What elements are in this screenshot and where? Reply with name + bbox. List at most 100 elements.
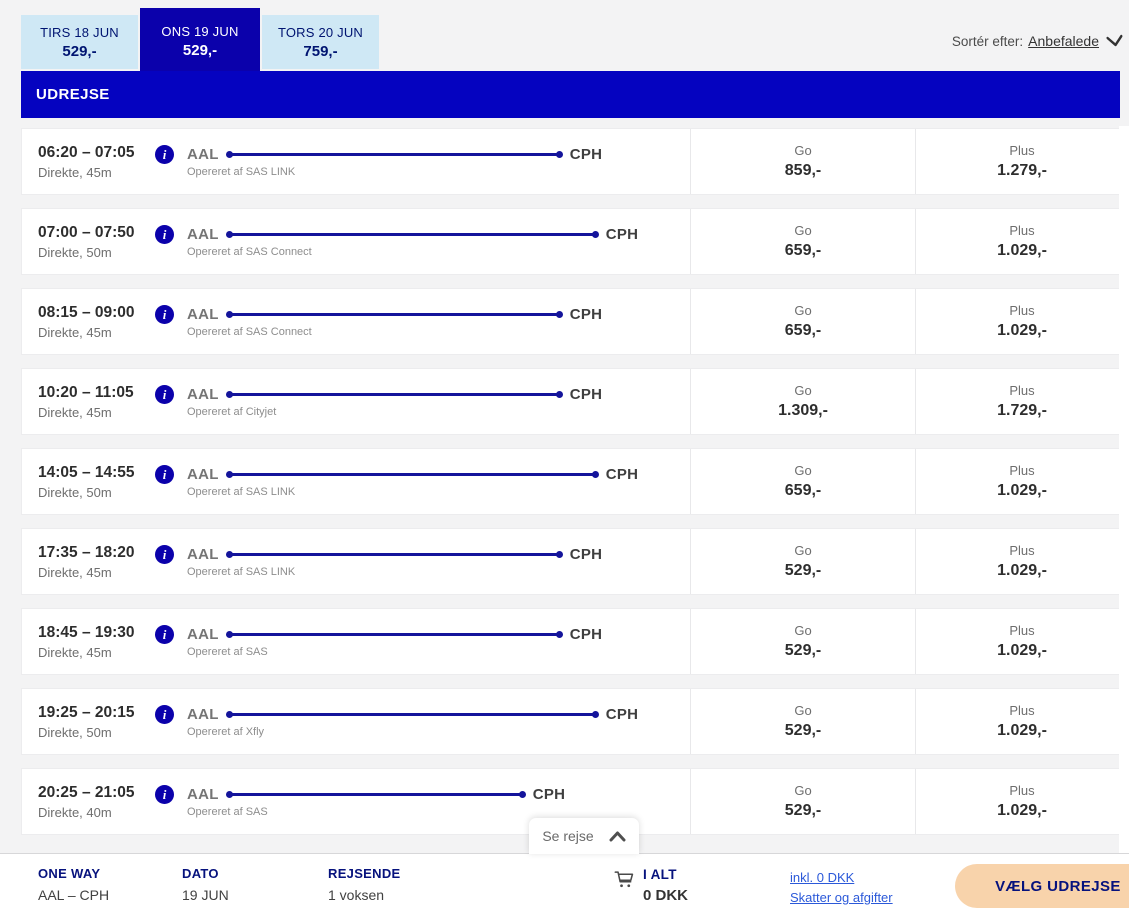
- fare-go-label: Go: [794, 703, 812, 718]
- choose-outbound-button[interactable]: VÆLG UDREJSE: [955, 864, 1129, 908]
- route-block: AAL CPH Opereret af SAS Connect: [187, 226, 638, 258]
- info-icon[interactable]: i: [155, 465, 174, 484]
- taxes-fees-link[interactable]: Skatter og afgifter: [790, 890, 893, 906]
- flight-info-cell: 10:20 – 11:05 Direkte, 45m i AAL CPH Ope…: [22, 369, 690, 434]
- fare-go-price: 529,-: [784, 642, 822, 659]
- flight-info-cell: 17:35 – 18:20 Direkte, 45m i AAL CPH Ope…: [22, 529, 690, 594]
- flight-times-block: 19:25 – 20:15 Direkte, 50m: [38, 704, 155, 740]
- flight-info-cell: 20:25 – 21:05 Direkte, 40m i AAL CPH Ope…: [22, 769, 690, 834]
- fare-plus-cell[interactable]: Plus 1.029,-: [915, 769, 1128, 834]
- date-tab[interactable]: TIRS 18 JUN 529,-: [21, 15, 138, 69]
- flight-times-block: 20:25 – 21:05 Direkte, 40m: [38, 784, 155, 820]
- fare-plus-label: Plus: [1009, 383, 1035, 398]
- operated-by-label: Opereret af SAS LINK: [187, 165, 296, 178]
- tab-date-label: TORS 20 JUN: [277, 24, 364, 40]
- route-line-row: AAL CPH: [187, 226, 638, 243]
- date-tabs: TIRS 18 JUN 529,- ONS 19 JUN 529,- TORS …: [21, 8, 381, 74]
- info-icon[interactable]: i: [155, 785, 174, 804]
- fare-plus-cell[interactable]: Plus 1.029,-: [915, 209, 1128, 274]
- sort-label: Sortér efter:: [951, 33, 1024, 49]
- operated-by-label: Opereret af SAS: [187, 805, 268, 818]
- destination-code: CPH: [532, 785, 566, 803]
- route-track: [225, 230, 599, 238]
- fare-plus-cell[interactable]: Plus 1.029,-: [915, 449, 1128, 514]
- fare-go-cell[interactable]: Go 859,-: [690, 129, 915, 194]
- fare-go-label: Go: [794, 303, 812, 318]
- fare-plus-cell[interactable]: Plus 1.029,-: [915, 689, 1128, 754]
- fare-plus-label: Plus: [1009, 623, 1035, 638]
- fare-go-label: Go: [794, 223, 812, 238]
- chevron-up-icon: [609, 831, 626, 841]
- fare-go-cell[interactable]: Go 1.309,-: [690, 369, 915, 434]
- fare-plus-label: Plus: [1009, 783, 1035, 798]
- sort-control[interactable]: Sortér efter: Anbefalede: [952, 33, 1123, 49]
- tab-date-label: ONS 19 JUN: [161, 23, 239, 39]
- fare-go-cell[interactable]: Go 659,-: [690, 449, 915, 514]
- flight-row: 19:25 – 20:15 Direkte, 50m i AAL CPH Ope…: [21, 688, 1129, 755]
- destination-code: CPH: [569, 385, 603, 403]
- tab-price-label: 529,-: [62, 42, 97, 60]
- flight-info-cell: 14:05 – 14:55 Direkte, 50m i AAL CPH Ope…: [22, 449, 690, 514]
- flight-list: 06:20 – 07:05 Direkte, 45m i AAL CPH Ope…: [21, 128, 1129, 848]
- info-icon[interactable]: i: [155, 385, 174, 404]
- scrollbar-gutter: [1119, 126, 1129, 853]
- fare-plus-price: 1.029,-: [997, 482, 1047, 499]
- tab-date-label: TIRS 18 JUN: [40, 24, 119, 40]
- info-icon[interactable]: i: [155, 705, 174, 724]
- origin-code: AAL: [187, 385, 219, 403]
- fare-plus-cell[interactable]: Plus 1.279,-: [915, 129, 1128, 194]
- fare-plus-label: Plus: [1009, 703, 1035, 718]
- flight-duration: Direkte, 45m: [38, 404, 112, 420]
- taxes-links: inkl. 0 DKK Skatter og afgifter: [790, 868, 893, 908]
- total-text-block: I ALT 0 DKK: [643, 867, 688, 904]
- fare-go-cell[interactable]: Go 529,-: [690, 609, 915, 674]
- fare-plus-price: 1.279,-: [997, 162, 1047, 179]
- route-line-row: AAL CPH: [187, 706, 638, 723]
- flight-row: 18:45 – 19:30 Direkte, 45m i AAL CPH Ope…: [21, 608, 1129, 675]
- total-label: I ALT: [643, 867, 677, 882]
- fare-go-price: 859,-: [784, 162, 822, 179]
- operated-by-label: Opereret af SAS: [187, 645, 268, 658]
- info-icon[interactable]: i: [155, 145, 174, 164]
- origin-code: AAL: [187, 145, 219, 163]
- info-icon[interactable]: i: [155, 225, 174, 244]
- incl-dkk-link[interactable]: inkl. 0 DKK: [790, 870, 855, 885]
- fare-go-label: Go: [794, 623, 812, 638]
- flight-times-block: 07:00 – 07:50 Direkte, 50m: [38, 224, 155, 260]
- info-icon[interactable]: i: [155, 625, 174, 644]
- fare-plus-label: Plus: [1009, 143, 1035, 158]
- flight-duration: Direkte, 50m: [38, 724, 112, 740]
- date-tab[interactable]: TORS 20 JUN 759,-: [262, 15, 379, 69]
- fare-plus-price: 1.729,-: [997, 402, 1047, 419]
- flight-time-range: 18:45 – 19:30: [38, 623, 135, 641]
- fare-plus-cell[interactable]: Plus 1.029,-: [915, 529, 1128, 594]
- operated-by-label: Opereret af SAS Connect: [187, 245, 312, 258]
- fare-go-cell[interactable]: Go 529,-: [690, 689, 915, 754]
- fare-go-cell[interactable]: Go 529,-: [690, 529, 915, 594]
- flight-times-block: 18:45 – 19:30 Direkte, 45m: [38, 624, 155, 660]
- info-icon[interactable]: i: [155, 305, 174, 324]
- travelers-value: 1 voksen: [328, 887, 385, 903]
- trip-type-summary: ONE WAY AAL – CPH: [38, 866, 109, 903]
- chevron-down-icon: [1106, 34, 1123, 47]
- destination-code: CPH: [569, 145, 603, 163]
- fare-go-cell[interactable]: Go 529,-: [690, 769, 915, 834]
- route-block: AAL CPH Opereret af SAS Connect: [187, 306, 602, 338]
- route-line-row: AAL CPH: [187, 306, 602, 323]
- date-tab[interactable]: ONS 19 JUN 529,-: [140, 8, 260, 74]
- flight-duration: Direkte, 45m: [38, 644, 112, 660]
- route-track: [225, 790, 526, 798]
- route-line-row: AAL CPH: [187, 626, 602, 643]
- fare-go-cell[interactable]: Go 659,-: [690, 289, 915, 354]
- info-icon[interactable]: i: [155, 545, 174, 564]
- fare-go-cell[interactable]: Go 659,-: [690, 209, 915, 274]
- fare-plus-cell[interactable]: Plus 1.029,-: [915, 609, 1128, 674]
- operated-by-label: Opereret af Xfly: [187, 725, 265, 738]
- section-title-udrejse: UDREJSE: [21, 71, 1120, 118]
- route-block: AAL CPH Opereret af Cityjet: [187, 386, 602, 418]
- fare-plus-cell[interactable]: Plus 1.729,-: [915, 369, 1128, 434]
- fare-plus-cell[interactable]: Plus 1.029,-: [915, 289, 1128, 354]
- se-rejse-handle[interactable]: Se rejse: [529, 818, 639, 854]
- cart-icon: [614, 871, 634, 888]
- flight-info-cell: 06:20 – 07:05 Direkte, 45m i AAL CPH Ope…: [22, 129, 690, 194]
